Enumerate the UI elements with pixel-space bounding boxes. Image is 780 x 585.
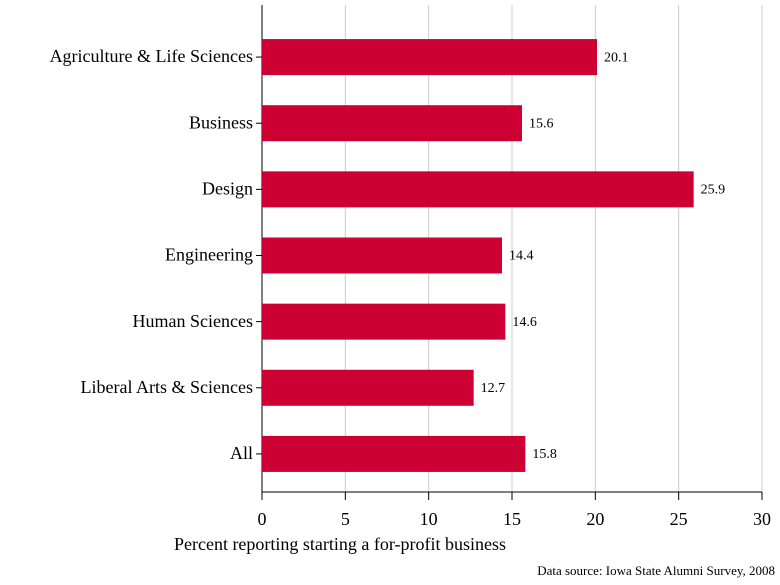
value-label: 12.7 (481, 381, 506, 396)
value-label: 15.6 (529, 116, 554, 131)
value-label: 14.4 (509, 249, 534, 264)
bar (262, 237, 502, 274)
bar (262, 171, 694, 208)
bar (262, 105, 522, 142)
x-tick-label: 30 (753, 509, 771, 529)
x-tick-label: 15 (503, 509, 521, 529)
x-tick-label: 5 (341, 509, 350, 529)
y-tick-label: Business (189, 112, 253, 132)
y-tick-label: Design (202, 178, 253, 198)
bar (262, 435, 526, 472)
y-tick-label: Human Sciences (133, 311, 253, 331)
y-tick-label: Engineering (165, 245, 253, 265)
bar (262, 369, 474, 406)
y-tick-label: All (230, 443, 253, 463)
value-label: 20.1 (604, 50, 629, 65)
y-tick-label: Agriculture & Life Sciences (50, 46, 253, 66)
x-tick-label: 10 (420, 509, 438, 529)
value-label: 15.8 (532, 447, 557, 462)
source-note: Data source: Iowa State Alumni Survey, 2… (537, 563, 775, 578)
x-tick-label: 20 (586, 509, 604, 529)
x-tick-label: 0 (258, 509, 267, 529)
y-tick-label: Liberal Arts & Sciences (81, 377, 253, 397)
value-label: 25.9 (701, 183, 726, 198)
bar (262, 303, 506, 340)
value-label: 14.6 (512, 315, 537, 330)
x-axis-label: Percent reporting starting a for-profit … (174, 534, 506, 554)
bar (262, 39, 597, 76)
x-tick-label: 25 (670, 509, 688, 529)
